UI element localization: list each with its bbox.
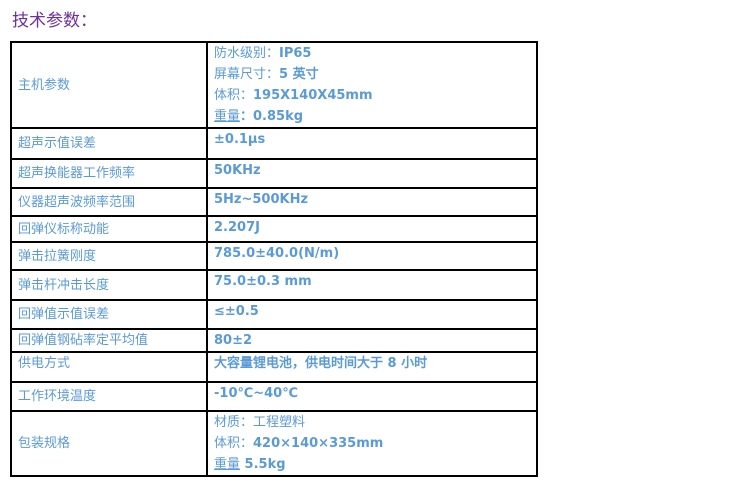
table-row: 回弹值示值误差 ≤±0.5: [10, 299, 538, 330]
row-value: 80±2: [206, 328, 538, 353]
spec-key: 重量: [214, 109, 241, 124]
spec-key: 防水级别：: [214, 46, 280, 61]
row-value: 材质：工程塑料 体积：420×140×335mm 重量 5.5kg: [206, 410, 538, 477]
table-row: 包装规格 材质：工程塑料 体积：420×140×335mm 重量 5.5kg: [10, 410, 538, 477]
spec-key: 体积：: [214, 436, 254, 451]
table-row: 弹击拉簧刚度 785.0±40.0(N/m): [10, 241, 538, 271]
table-row: 回弹仪标称动能 2.207J: [10, 215, 538, 243]
row-value: ±0.1μs: [206, 127, 538, 160]
spec-table: 主机参数 防水级别：IP65 屏幕尺寸：5 英寸 体积：195X140X45mm…: [10, 41, 538, 477]
spec-value: 5.5kg: [240, 457, 286, 472]
row-label: 超声换能器工作频率: [10, 158, 208, 189]
row-label: 主机参数: [10, 41, 208, 129]
table-row: 超声示值误差 ±0.1μs: [10, 127, 538, 160]
section-title: 技术参数：: [12, 11, 97, 31]
row-label: 包装规格: [10, 410, 208, 477]
row-value: 大容量锂电池，供电时间大于 8 小时: [206, 351, 538, 383]
row-value: 2.207J: [206, 215, 538, 243]
table-row: 弹击杆冲击长度 75.0±0.3 mm: [10, 269, 538, 301]
table-row: 超声换能器工作频率 50KHz: [10, 158, 538, 189]
table-row: 回弹值钢砧率定平均值 80±2: [10, 328, 538, 353]
spec-value: 5 英寸: [279, 67, 319, 82]
spec-key: 重量: [214, 457, 241, 472]
spec-value: IP65: [279, 46, 312, 61]
row-label: 回弹仪标称动能: [10, 215, 208, 243]
row-value: -10℃~40℃: [206, 381, 538, 412]
spec-key: 体积：: [214, 88, 254, 103]
row-label: 弹击拉簧刚度: [10, 241, 208, 271]
row-value: 50KHz: [206, 158, 538, 189]
row-label: 弹击杆冲击长度: [10, 269, 208, 301]
row-value: 防水级别：IP65 屏幕尺寸：5 英寸 体积：195X140X45mm 重量：0…: [206, 41, 538, 129]
row-label: 工作环境温度: [10, 381, 208, 412]
row-value: 785.0±40.0(N/m): [206, 241, 538, 271]
spec-value: 195X140X45mm: [253, 88, 373, 103]
row-value: 75.0±0.3 mm: [206, 269, 538, 301]
table-row: 主机参数 防水级别：IP65 屏幕尺寸：5 英寸 体积：195X140X45mm…: [10, 41, 538, 129]
spec-value: ：0.85kg: [240, 109, 304, 124]
spec-value: 工程塑料: [253, 415, 306, 430]
spec-key: 材质：: [214, 415, 254, 430]
table-row: 工作环境温度 -10℃~40℃: [10, 381, 538, 412]
table-row: 供电方式 大容量锂电池，供电时间大于 8 小时: [10, 351, 538, 383]
row-label: 供电方式: [10, 351, 208, 383]
spec-value: 420×140×335mm: [253, 436, 384, 451]
row-value: 5Hz~500KHz: [206, 187, 538, 217]
spec-key: 屏幕尺寸：: [214, 67, 280, 82]
row-label: 回弹值示值误差: [10, 299, 208, 330]
table-row: 仪器超声波频率范围 5Hz~500KHz: [10, 187, 538, 217]
row-value: ≤±0.5: [206, 299, 538, 330]
row-label: 仪器超声波频率范围: [10, 187, 208, 217]
row-label: 超声示值误差: [10, 127, 208, 160]
row-label: 回弹值钢砧率定平均值: [10, 328, 208, 353]
